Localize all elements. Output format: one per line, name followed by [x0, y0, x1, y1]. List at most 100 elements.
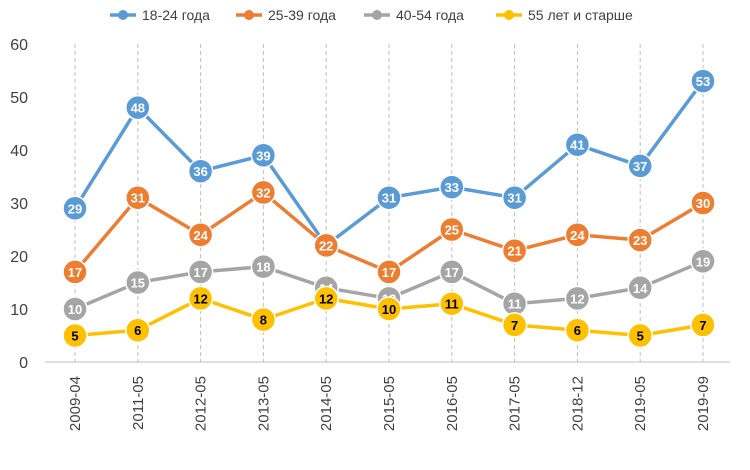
data-point [313, 232, 339, 259]
data-point [439, 174, 465, 200]
data-label: 18 [256, 260, 270, 275]
y-tick-label: 0 [19, 355, 28, 372]
data-label: 6 [134, 323, 141, 338]
data-label: 36 [193, 164, 207, 179]
data-label: 30 [696, 196, 710, 211]
data-point [376, 259, 402, 285]
legend-label: 40-54 года [396, 7, 464, 23]
data-label: 53 [696, 74, 710, 89]
data-label: 48 [131, 101, 145, 116]
data-point [187, 285, 214, 312]
x-tick-label: 2019-09 [695, 376, 712, 431]
data-point [564, 222, 591, 248]
data-label: 17 [193, 265, 207, 280]
data-point [125, 184, 151, 211]
data-point [313, 285, 339, 312]
legend-label: 25-39 года [268, 7, 336, 23]
x-tick-label: 2014-05 [318, 376, 335, 431]
series-group: 29 48 36 39 22 31 33 31 41 37 53 17 31 24 32 22 17 25 21 24… [62, 68, 716, 349]
data-label: 6 [574, 323, 581, 338]
series-4: 5 6 12 8 12 10 11 7 6 5 7 [62, 285, 716, 349]
data-label: 8 [260, 313, 267, 328]
data-label: 19 [696, 254, 710, 269]
legend-marker [372, 10, 382, 20]
data-label: 21 [507, 244, 521, 259]
data-label: 17 [445, 265, 459, 280]
data-point [627, 227, 653, 253]
data-point [62, 259, 88, 285]
y-tick-label: 20 [10, 249, 28, 266]
data-point [125, 317, 151, 343]
data-label: 7 [699, 318, 706, 333]
y-tick-label: 30 [10, 196, 28, 213]
data-point [501, 184, 528, 211]
data-point [627, 322, 653, 349]
legend-marker [118, 10, 128, 20]
data-label: 39 [256, 148, 270, 163]
data-label: 33 [445, 180, 459, 195]
data-point [627, 153, 653, 179]
data-point [376, 296, 402, 322]
data-label: 17 [68, 265, 82, 280]
data-point [690, 68, 716, 94]
x-tick-label: 2009-04 [67, 376, 84, 431]
series-2: 17 31 24 32 22 17 25 21 24 23 30 [62, 179, 716, 285]
data-point [187, 222, 214, 248]
data-point [690, 312, 716, 338]
data-label: 31 [131, 191, 145, 206]
data-label: 24 [193, 228, 208, 243]
data-label: 12 [570, 291, 584, 306]
legend-label: 18-24 года [142, 7, 210, 23]
data-label: 12 [193, 291, 207, 306]
data-label: 32 [256, 185, 270, 200]
data-label: 25 [445, 223, 459, 238]
data-point [62, 322, 88, 349]
data-point [439, 290, 465, 317]
data-label: 29 [68, 201, 82, 216]
legend-item-1: 18-24 года [110, 7, 210, 23]
data-point [690, 190, 716, 216]
data-point [187, 259, 214, 285]
data-label: 12 [319, 291, 333, 306]
data-label: 24 [570, 228, 585, 243]
data-point [439, 216, 465, 243]
data-point [564, 285, 591, 312]
data-point [62, 296, 88, 322]
data-label: 31 [507, 191, 521, 206]
legend-item-2: 25-39 года [236, 7, 336, 23]
x-tick-label: 2011-05 [130, 376, 147, 430]
legend-item-3: 40-54 года [364, 7, 464, 23]
data-point [250, 306, 277, 333]
data-point [564, 131, 591, 158]
y-tick-label: 10 [10, 302, 28, 319]
x-tick-label: 2015-05 [381, 376, 398, 431]
y-tick-label: 40 [10, 143, 28, 160]
y-tick-label: 50 [10, 90, 28, 107]
legend-item-4: 55 лет и старше [496, 7, 633, 23]
x-tick-label: 2012-05 [193, 376, 210, 431]
data-point [125, 94, 151, 121]
data-point [187, 158, 214, 184]
data-label: 5 [71, 329, 78, 344]
data-label: 5 [637, 329, 644, 344]
data-point [564, 317, 591, 343]
legend-label: 55 лет и старше [528, 7, 633, 23]
data-label: 15 [131, 276, 145, 291]
data-point [501, 312, 528, 338]
data-point [250, 179, 277, 206]
data-point [62, 195, 88, 222]
data-label: 11 [508, 297, 522, 312]
x-tick-label: 2018-12 [569, 376, 586, 431]
legend-marker [244, 10, 254, 20]
legend: 18-24 года 25-39 года 40-54 года 55 лет и с… [110, 7, 633, 23]
data-label: 14 [633, 281, 648, 296]
x-tick-label: 2017-05 [507, 376, 524, 431]
data-label: 37 [633, 159, 647, 174]
x-tick-label: 2019-05 [632, 376, 649, 431]
data-label: 22 [319, 238, 333, 253]
data-point [501, 237, 528, 264]
data-label: 31 [382, 191, 396, 206]
legend-marker [504, 10, 514, 20]
data-point [250, 253, 277, 280]
